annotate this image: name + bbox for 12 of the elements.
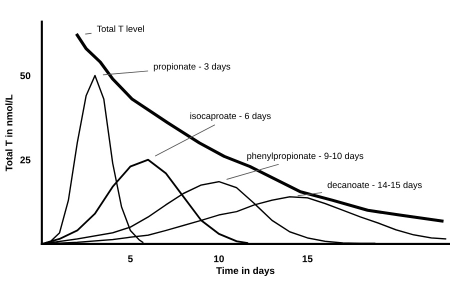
y-axis-title: Total T in nmol/L (5, 94, 13, 172)
text: isocaproate - 6 days (190, 112, 271, 121)
x-tick-label: 15 (302, 255, 313, 262)
text: phenylpropionate - 9-10 days (247, 152, 364, 161)
x-tick-label: 5 (128, 255, 133, 262)
text: propionate - 3 days (154, 63, 230, 72)
y-tick-label: 25 (20, 156, 30, 164)
y-tick-label: 50 (20, 72, 30, 80)
x-axis-title: Time in days (216, 266, 274, 276)
x-tick-label: 10 (214, 255, 224, 262)
text: Total T level (96, 25, 144, 32)
series-label: decanoate - 14-15 days (328, 181, 422, 190)
